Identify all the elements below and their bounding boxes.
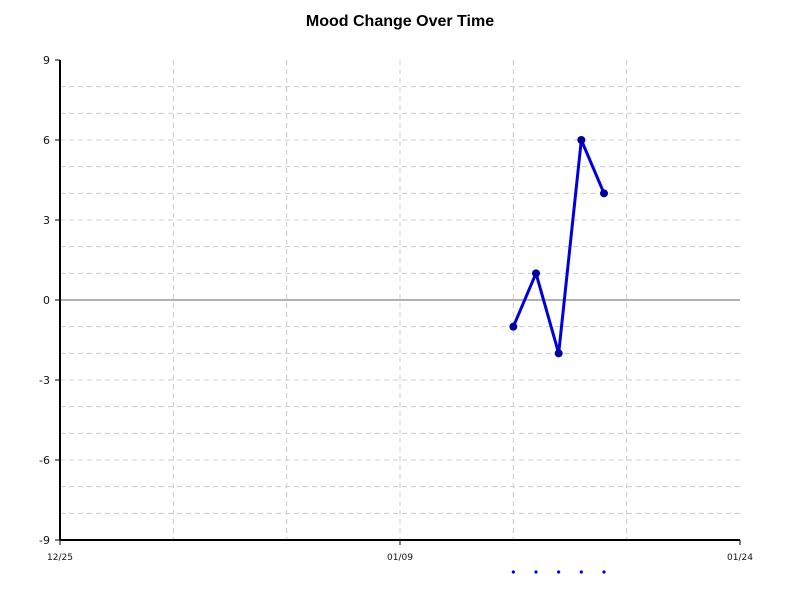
y-tick-label: -6: [39, 454, 50, 467]
data-point: [509, 322, 518, 331]
rug-mark: [511, 570, 515, 574]
grid: [60, 60, 740, 540]
data-point: [532, 269, 540, 278]
rug-mark: [602, 570, 606, 574]
y-tick-label: 3: [43, 214, 50, 227]
rug-layer: [511, 570, 606, 574]
series-layer: [509, 136, 608, 358]
y-tick-label: 6: [43, 134, 50, 147]
x-ticks: 12/25 01/09 01/24: [47, 540, 753, 563]
x-tick-label: 01/09: [387, 553, 413, 563]
data-point: [577, 136, 586, 144]
rug-mark: [534, 570, 538, 574]
rug-mark: [579, 570, 583, 574]
y-tick-label: -9: [39, 534, 50, 547]
chart-title: Mood Change Over Time: [305, 13, 495, 30]
x-tick-label: 01/24: [727, 553, 753, 563]
data-point: [554, 349, 563, 358]
y-ticks: 9 6 3 0 -3 -6 -9: [39, 54, 60, 547]
x-tick-label: 12/25: [47, 553, 73, 563]
y-tick-label: -3: [39, 374, 50, 387]
y-tick-label: 9: [43, 54, 50, 67]
y-tick-label: 0: [43, 294, 50, 307]
rug-mark: [557, 570, 561, 574]
data-point: [600, 189, 608, 198]
